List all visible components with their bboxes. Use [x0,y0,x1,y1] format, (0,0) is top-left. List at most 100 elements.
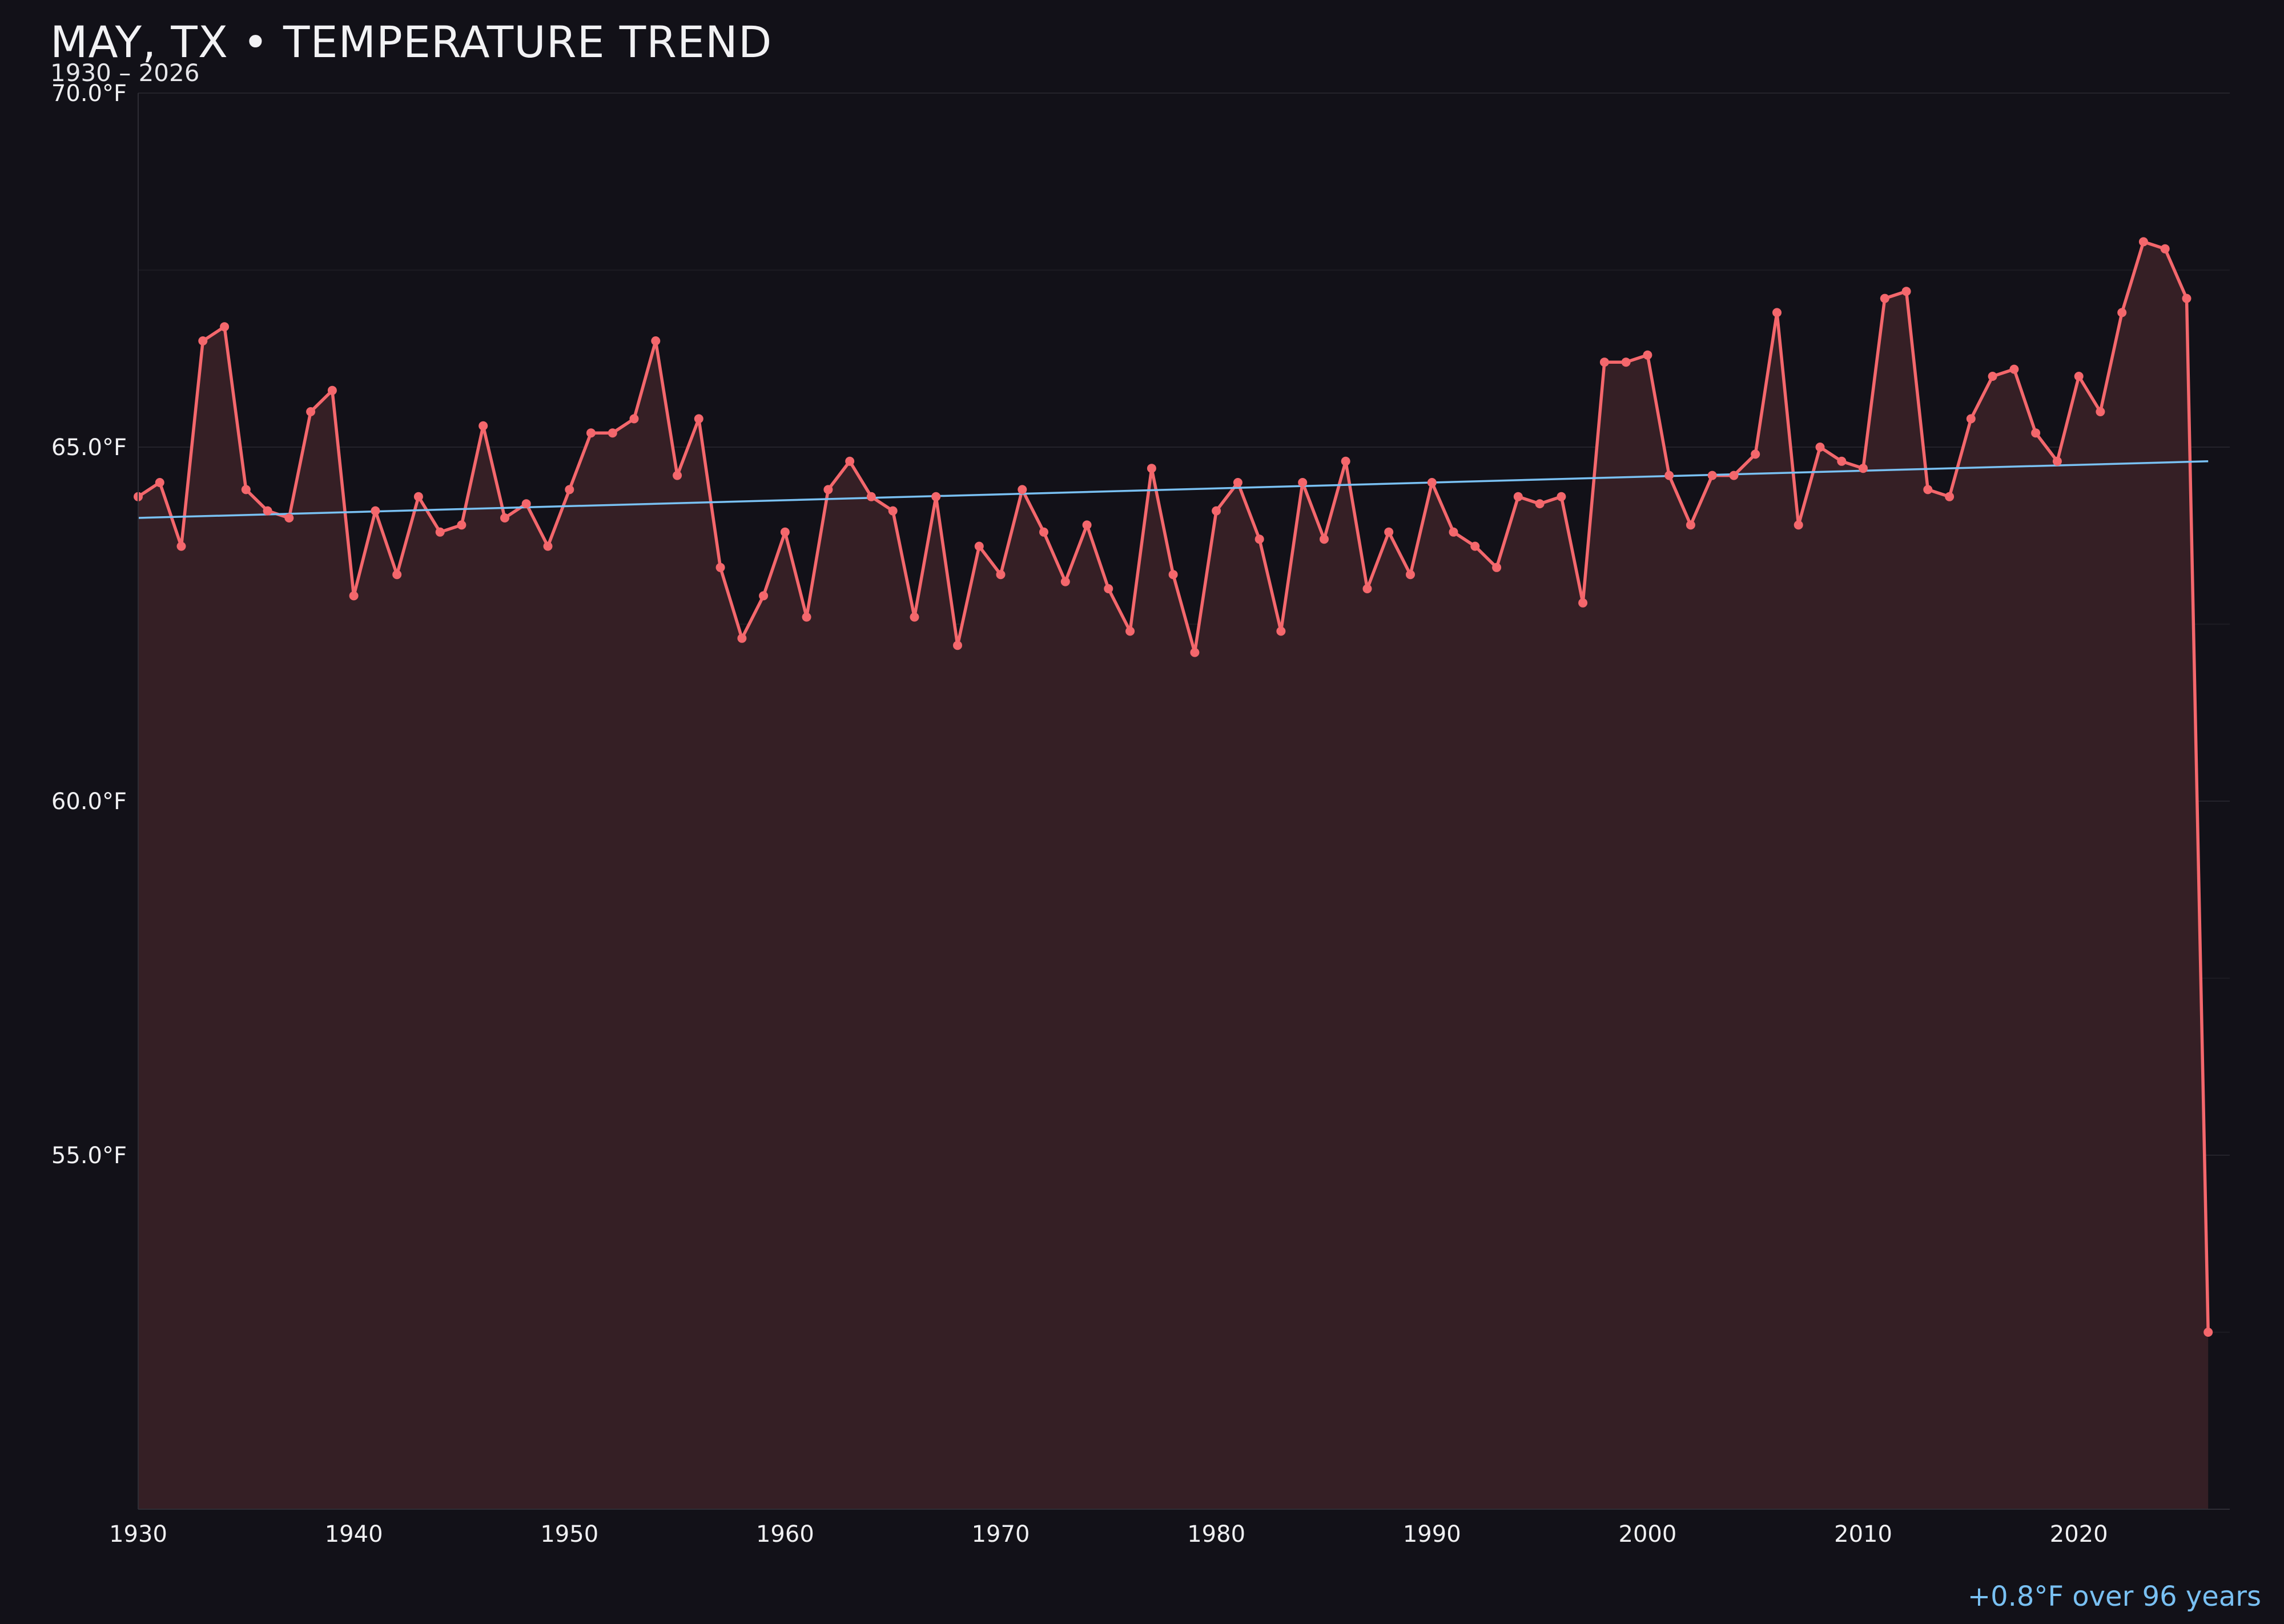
data-point [521,499,531,509]
data-point [241,485,251,495]
data-point [478,421,488,431]
data-point [2009,364,2019,374]
data-point [1664,471,1674,480]
trend-annotation: +0.8°F over 96 years [1968,1581,2261,1613]
data-point [349,591,359,601]
data-point [1794,520,1803,530]
x-tick-label: 1980 [1187,1521,1245,1547]
data-point [780,527,790,537]
data-point [2117,308,2127,317]
data-point [1686,520,1695,530]
data-point [457,520,467,530]
data-point [2182,294,2191,303]
data-point [500,513,509,522]
x-tick-label: 1950 [540,1521,598,1547]
data-point [198,336,208,345]
y-tick-label: 55.0°F [51,1143,127,1169]
data-point [1254,534,1264,544]
x-tick-label: 1990 [1403,1521,1461,1547]
data-point [1104,584,1113,593]
data-point [263,506,272,516]
data-point [1190,648,1200,657]
data-point [586,428,596,438]
data-point [1384,527,1394,537]
y-tick-label: 65.0°F [51,435,127,461]
data-point [866,492,876,501]
data-point [2074,372,2084,381]
data-point [1168,570,1178,580]
data-point [1535,499,1545,509]
data-point [1298,478,1308,487]
x-tick-label: 1970 [972,1521,1030,1547]
data-point [1557,492,1566,501]
data-point [392,570,402,580]
x-tick-label: 2020 [2050,1521,2108,1547]
x-tick-label: 2010 [1834,1521,1892,1547]
data-point [694,414,703,424]
data-points-layer [134,237,2213,1337]
x-tick-label: 1930 [109,1521,167,1547]
data-point [888,506,898,516]
data-point [1901,287,1911,296]
data-point [1621,357,1631,367]
data-point [1492,562,1502,572]
data-point [1427,478,1437,487]
data-point [543,541,553,551]
data-point [845,456,855,466]
data-point [953,641,962,650]
data-point [1039,527,1048,537]
data-point [1406,570,1415,580]
data-point [176,541,186,551]
chart-title: MAY, TX • TEMPERATURE TREND [50,17,772,67]
data-point [910,612,919,622]
data-point [1341,456,1350,466]
data-point [1362,584,1372,593]
data-point [2203,1328,2213,1337]
data-point [1449,527,1458,537]
data-point [1751,449,1760,459]
y-tick-labels: 55.0°F 60.0°F 65.0°F 70.0°F [51,81,127,1169]
data-point [1212,506,1221,516]
data-point [1276,626,1286,636]
data-point [802,612,811,622]
data-point [155,478,164,487]
data-point [1599,357,1609,367]
y-tick-label: 60.0°F [51,789,127,815]
x-tick-label: 2000 [1619,1521,1677,1547]
data-point [1320,534,1329,544]
data-point [435,527,445,537]
y-tick-label: 70.0°F [51,81,127,107]
data-point [996,570,1006,580]
data-point [715,562,725,572]
data-point [1018,485,1027,495]
data-point [1060,577,1070,586]
data-point [306,407,316,416]
data-point [1578,598,1588,608]
data-point [1470,541,1480,551]
data-point [1859,464,1868,473]
data-point [1988,372,1997,381]
area-fill-layer [138,242,2209,1510]
data-point [284,513,294,522]
chart-subtitle: 1930 – 2026 [50,59,199,87]
data-point [1923,485,1933,495]
data-point [1643,350,1652,360]
data-point [1966,414,1976,424]
x-tick-labels: 1930 1940 1950 1960 1970 1980 1990 2000 2010 2020 [109,1521,2108,1547]
data-point [1772,308,1782,317]
data-point [1945,492,1955,501]
data-point [1513,492,1523,501]
data-point [1880,294,1889,303]
data-point [327,385,337,395]
series-area [138,242,2209,1510]
data-point [2160,244,2170,254]
data-point [371,506,380,516]
data-point [931,492,941,501]
data-point [759,591,769,601]
data-point [1815,443,1825,452]
data-point [1837,456,1847,466]
data-point [2031,428,2041,438]
data-point [1082,520,1092,530]
data-point [1125,626,1135,636]
